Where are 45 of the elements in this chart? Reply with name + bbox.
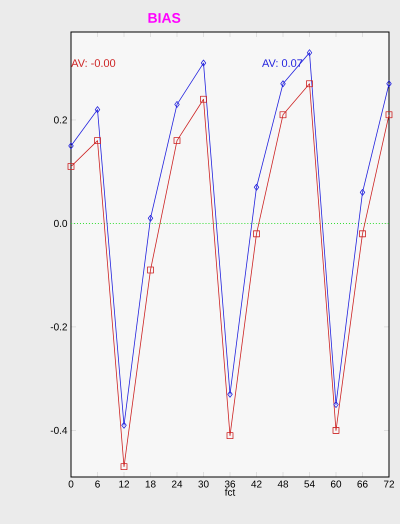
x-tick-label: 18 xyxy=(146,480,156,488)
point xyxy=(306,49,312,56)
point xyxy=(94,137,101,144)
point xyxy=(200,96,207,103)
chart-title: BIAS xyxy=(148,13,180,23)
y-tick-label: 0.2 xyxy=(54,116,67,124)
point xyxy=(148,214,154,222)
point xyxy=(333,401,339,408)
point xyxy=(94,106,100,114)
x-tick-label: 60 xyxy=(330,480,342,488)
x-axis-title: fct xyxy=(224,488,236,496)
y-tick-label: -0.2 xyxy=(50,323,67,330)
point xyxy=(227,390,233,398)
x-tick-label: 0 xyxy=(68,480,74,488)
point xyxy=(359,230,366,238)
x-tick-label: 36 xyxy=(224,480,236,488)
point xyxy=(280,80,286,88)
point xyxy=(226,432,234,439)
point xyxy=(200,60,206,66)
y-tick-label: 0.0 xyxy=(54,220,68,227)
point xyxy=(68,142,74,150)
x-tick-label: 54 xyxy=(304,480,315,488)
x-tick-label: 12 xyxy=(119,480,130,488)
point xyxy=(174,101,180,108)
point xyxy=(68,163,74,170)
point xyxy=(147,266,154,274)
x-tick-label: 30 xyxy=(198,480,209,488)
point xyxy=(121,422,127,429)
point xyxy=(386,80,392,88)
point xyxy=(120,463,128,470)
point xyxy=(254,184,260,191)
point xyxy=(174,137,180,144)
x-tick-label: 42 xyxy=(251,480,262,488)
point xyxy=(360,189,366,196)
point xyxy=(253,230,260,238)
point xyxy=(306,80,313,88)
point xyxy=(280,111,286,118)
x-tick-label: 24 xyxy=(172,480,182,488)
point xyxy=(332,427,340,434)
point xyxy=(386,111,392,118)
x-tick-label: 72 xyxy=(384,480,394,488)
x-tick-label: 6 xyxy=(95,480,100,488)
x-tick-label: 66 xyxy=(357,480,368,488)
y-tick-label: -0.4 xyxy=(50,426,68,434)
x-tick-label: 48 xyxy=(278,480,288,488)
